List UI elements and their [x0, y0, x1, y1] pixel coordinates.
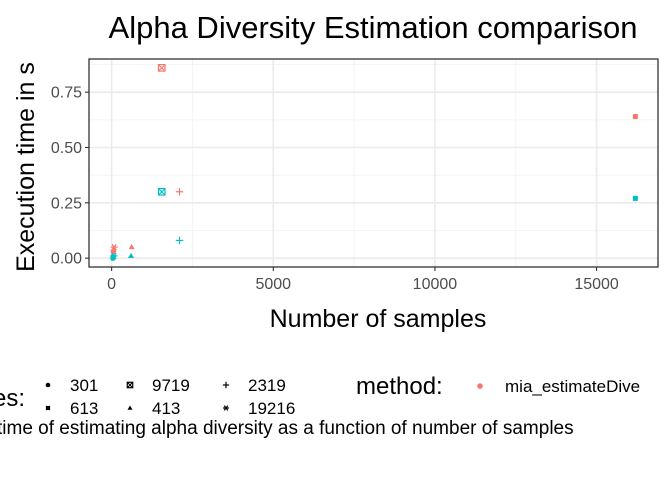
y-axis-title: Execution time in s — [12, 62, 40, 272]
plot-panel — [88, 58, 659, 268]
legend-feature-item: 19216 — [223, 399, 295, 418]
plot-background — [89, 59, 658, 267]
x-tick-label: 0 — [107, 276, 116, 293]
legend-method-items: mia_estimateDive — [477, 377, 640, 396]
legend-feature-items: 301 613 9719 413 2319 19216 — [45, 376, 295, 418]
legend-feature-label: 413 — [152, 399, 180, 418]
legend-color-dot — [477, 383, 483, 389]
legend-feature-item: 9719 — [126, 376, 190, 395]
data-point — [175, 236, 184, 245]
data-point — [128, 244, 135, 250]
data-point — [632, 195, 638, 201]
legend-feature-label: 19216 — [248, 399, 295, 418]
x-tick-label: 15000 — [574, 276, 619, 293]
legend-key-icon — [45, 405, 51, 411]
gridlines — [89, 59, 658, 267]
data-point — [128, 252, 135, 259]
legend-method-label: mia_estimateDive — [505, 377, 640, 396]
chart-title: Alpha Diversity Estimation comparison — [109, 10, 638, 45]
y-tick-label: 0.25 — [51, 195, 82, 212]
legend-method-item: mia_estimateDive — [477, 377, 640, 396]
y-tick-label: 0.50 — [51, 140, 82, 157]
x-tick-label: 10000 — [413, 276, 458, 293]
plot-border — [88, 58, 659, 268]
data-point — [175, 188, 184, 196]
data-point — [110, 252, 118, 260]
legend-feature-item: 613 — [45, 399, 98, 418]
x-axis-title: Number of samples — [270, 305, 487, 333]
legend-key-icon — [127, 405, 133, 410]
data-point — [157, 187, 166, 196]
data-points — [110, 64, 638, 261]
legend-feature-label: 9719 — [152, 376, 190, 395]
legend-key-icon — [126, 381, 134, 389]
legend-feature-label: 613 — [70, 399, 98, 418]
legend-method-title: method: — [356, 373, 443, 400]
legend-key-icon — [45, 382, 51, 388]
legend-feature-item: 2319 — [222, 376, 286, 395]
legend-features-title: es: — [0, 385, 25, 412]
y-axis-ticks: 0.00 0.25 0.50 0.75 — [51, 85, 89, 268]
legend-key-icon — [223, 405, 229, 411]
data-point — [110, 243, 118, 251]
legend: es: 301 613 9719 413 2319 19216 method: mia_e… — [0, 373, 640, 418]
y-tick-label: 0.75 — [51, 85, 82, 102]
data-point — [157, 64, 166, 72]
legend-feature-item: 413 — [127, 399, 180, 418]
y-tick-label: 0.00 — [51, 251, 82, 268]
data-point — [632, 114, 638, 120]
legend-feature-label: 301 — [70, 376, 98, 395]
legend-feature-label: 2319 — [248, 376, 286, 395]
x-tick-label: 5000 — [255, 276, 291, 293]
figure-caption: time of estimating alpha diversity as a … — [0, 418, 574, 439]
legend-feature-item: 301 — [45, 376, 98, 395]
x-axis-ticks: 0 5000 10000 15000 — [107, 267, 619, 293]
legend-key-icon — [222, 381, 230, 389]
